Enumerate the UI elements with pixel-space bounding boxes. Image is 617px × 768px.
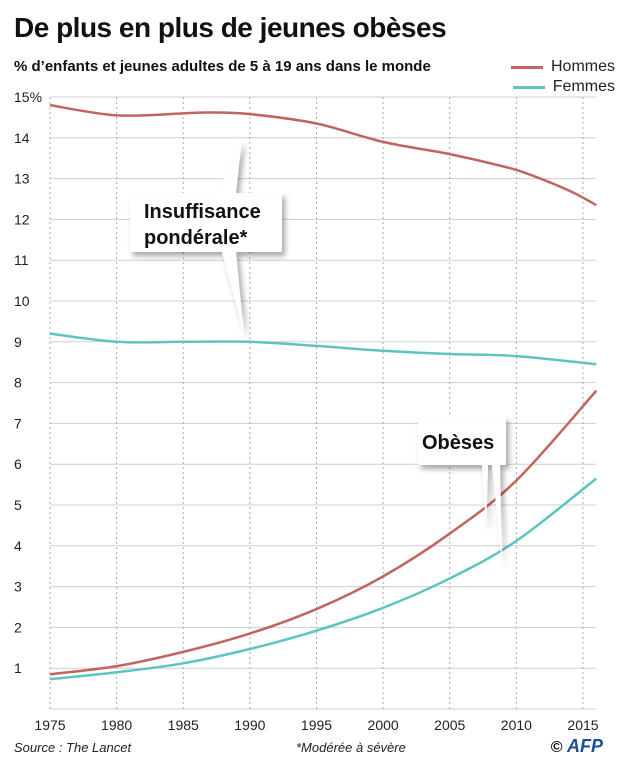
series-line-1 [49,332,597,366]
y-tick-label: 8 [14,375,22,391]
callout-underweight [130,138,282,335]
x-tick-label: 1990 [234,717,265,733]
x-tick-label: 1975 [34,717,65,733]
x-tick-label: 2015 [567,717,598,733]
y-tick-label: 12 [14,211,30,227]
x-tick-label: 2000 [368,717,399,733]
y-tick-label: 1 [14,660,22,676]
y-tick-label: 7 [14,415,22,431]
y-tick-label: 15% [14,89,42,105]
source-note: Source : The Lancet [14,740,132,755]
series-line-3 [49,477,598,681]
brand-label: AFP [567,736,603,756]
x-tick-label: 1985 [168,717,199,733]
copyright-symbol: © [550,739,563,756]
callout-underweight-line1: Insuffisance [144,201,261,223]
y-tick-label: 2 [14,619,22,635]
afp-logo: © AFP [551,736,603,757]
y-tick-label: 4 [14,538,22,554]
legend-label: Femmes [552,78,615,95]
legend-swatch [512,85,545,89]
footnote: *Modérée à sévère [296,740,406,755]
y-tick-label: 9 [14,334,22,350]
y-tick-label: 10 [14,293,30,309]
y-tick-label: 6 [14,456,22,472]
x-tick-label: 1995 [301,717,332,733]
y-tick-label: 5 [14,497,22,513]
legend-swatch [510,65,543,69]
series-line-2 [49,389,598,676]
x-tick-label: 2010 [501,717,532,733]
legend-item-hommes: Hommes [510,58,615,76]
callout-obese-label: Obèses [422,432,494,454]
x-tick-label: 2005 [434,717,465,733]
x-tick-label: 1980 [101,717,132,733]
legend-label: Hommes [550,58,615,75]
callout-underweight-line2: pondérale* [144,227,248,249]
chart-title: De plus en plus de jeunes obèses [14,12,447,43]
y-tick-label: 14 [14,130,30,146]
callout-obese [418,417,506,565]
y-tick-label: 13 [14,171,30,187]
y-tick-label: 11 [14,252,29,268]
series-line-0 [49,103,597,207]
legend-item-femmes: Femmes [512,78,615,96]
chart-subtitle: % d’enfants et jeunes adultes de 5 à 19 … [14,58,431,75]
y-tick-label: 3 [14,579,22,595]
